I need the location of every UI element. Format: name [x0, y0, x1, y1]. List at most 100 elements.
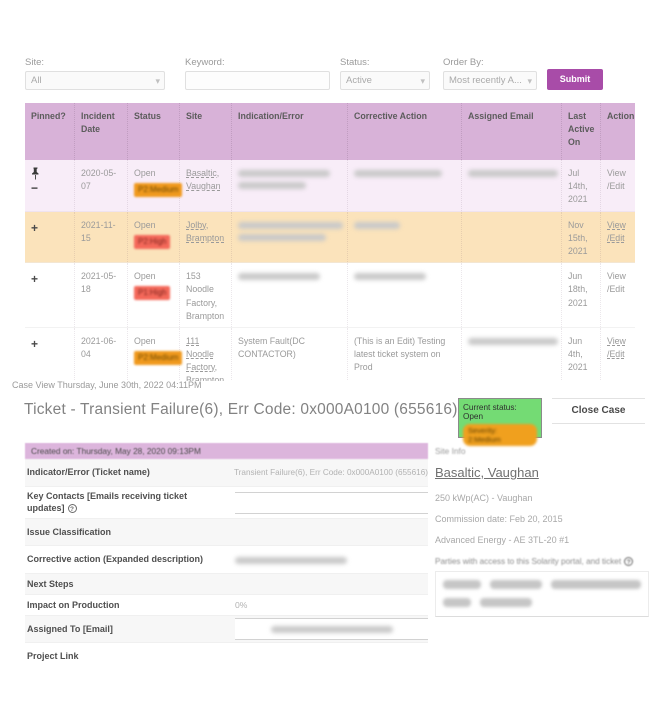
- header-last-active: Last Active On: [562, 103, 601, 160]
- corrective-text: (This is an Edit) Testing latest ticket …: [348, 327, 462, 381]
- pin-add-icon[interactable]: +: [31, 220, 39, 235]
- pushpin-icon[interactable]: [31, 167, 40, 182]
- indication-redacted: [232, 263, 348, 327]
- incident-date: 2020-05-07: [75, 160, 128, 211]
- created-on-bar: Created on: Thursday, May 28, 2020 09:13…: [25, 443, 428, 459]
- header-corrective: Corrective Action: [348, 103, 462, 160]
- unpin-icon[interactable]: −: [31, 181, 39, 196]
- last-active-date: Jul 14th, 2021: [562, 160, 601, 211]
- keyword-input[interactable]: [185, 71, 330, 90]
- form-row: Impact on Production 0%: [25, 595, 428, 617]
- last-active-date: Jun 18th, 2021: [562, 263, 601, 327]
- parties-access-label: Parties with access to this Solarity por…: [435, 557, 649, 567]
- site-filter-label: Site:: [25, 57, 45, 68]
- severity-badge: Severity: 2:Medium: [463, 424, 537, 446]
- indication-redacted: [232, 160, 348, 211]
- email-cell: [462, 211, 562, 263]
- chevron-down-icon: ▾: [155, 76, 160, 86]
- party-chip-redacted: [489, 580, 542, 590]
- site-filter-value: All: [31, 75, 42, 86]
- header-indication: Indication/Error: [232, 103, 348, 160]
- help-icon[interactable]: ?: [624, 557, 634, 567]
- site-name-link[interactable]: Basaltic, Vaughan: [435, 465, 539, 480]
- site-filter-select[interactable]: All ▾: [25, 71, 165, 90]
- form-row: Corrective action (Expanded description): [25, 546, 428, 575]
- field-label: Key Contacts [Emails receiving ticket up…: [27, 491, 188, 513]
- header-email: Assigned Email: [462, 103, 562, 160]
- severity-badge: P2:High: [134, 234, 171, 249]
- site-filter: Site: All ▾: [25, 57, 165, 90]
- pin-add-icon[interactable]: +: [31, 272, 39, 287]
- corrective-redacted: [348, 211, 462, 263]
- header-incident-date: Incident Date: [75, 103, 128, 160]
- status-text: Open: [134, 271, 156, 282]
- field-label: Assigned To [Email]: [27, 623, 113, 634]
- header-action: Action: [607, 111, 635, 121]
- status-filter-label: Status:: [340, 57, 370, 68]
- last-active-date: Nov 15th, 2021: [562, 211, 601, 263]
- field-label: Indicator/Error (Ticket name): [27, 466, 150, 477]
- parties-chips-box: [435, 571, 649, 618]
- help-icon[interactable]: ?: [67, 503, 77, 513]
- view-link[interactable]: View: [607, 335, 626, 346]
- edit-link[interactable]: /Edit: [607, 349, 625, 360]
- severity-badge: P1:High: [134, 286, 171, 301]
- view-link[interactable]: View: [607, 271, 626, 282]
- site-equipment: Advanced Energy - AE 3TL-20 #1: [435, 535, 570, 545]
- assigned-to-input[interactable]: [235, 618, 428, 641]
- table-row: − 2020-05-07 Open P2:Medium Basaltic, Va…: [25, 160, 635, 212]
- key-contacts-input[interactable]: [235, 491, 428, 514]
- site-link[interactable]: Jolby, Brampton: [186, 219, 225, 243]
- status-filter: Status: Active ▾: [340, 57, 430, 90]
- pin-add-icon[interactable]: +: [31, 336, 39, 351]
- tickets-table: Pinned? Incident Date Status Site Indica…: [25, 103, 635, 381]
- edit-link[interactable]: /Edit: [607, 284, 625, 295]
- submit-button[interactable]: Submit: [547, 69, 603, 90]
- order-filter-select[interactable]: Most recently A... ▾: [443, 71, 537, 90]
- close-case-button[interactable]: Close Case: [552, 398, 645, 424]
- view-link[interactable]: View: [607, 168, 626, 178]
- chevron-down-icon: ▾: [420, 76, 425, 86]
- impact-value: 0%: [235, 600, 248, 611]
- table-row: + 2021-06-04 Open P2:Medium 111 Noodle F…: [25, 327, 635, 381]
- site-capacity: 250 kWp(AC) - Vaughan: [435, 493, 533, 503]
- corrective-action-redacted: [235, 555, 428, 565]
- party-chip-redacted: [443, 580, 481, 590]
- header-status: Status: [128, 103, 180, 160]
- last-active-date: Jun 4th, 2021: [562, 327, 601, 381]
- party-chip-redacted: [551, 580, 641, 590]
- site-info-label: Site Info: [435, 446, 466, 456]
- table-row: + 2021-11-15 Open P2:High Jolby, Brampto…: [25, 211, 635, 264]
- order-filter-label: Order By:: [443, 57, 484, 68]
- header-pinned: Pinned?: [25, 103, 75, 160]
- site-link[interactable]: Basaltic, Vaughan: [186, 168, 221, 192]
- ticket-detail-form: Created on: Thursday, May 28, 2020 09:13…: [25, 443, 428, 670]
- current-status-box: Current status: Open Severity: 2:Medium: [458, 398, 542, 446]
- keyword-filter-label: Keyword:: [185, 57, 225, 68]
- severity-badge: P2:Medium: [134, 351, 183, 366]
- incident-date: 2021-05-18: [75, 263, 128, 327]
- edit-link[interactable]: /Edit: [607, 232, 625, 243]
- order-filter-value: Most recently A...: [449, 75, 522, 86]
- form-row: Assigned To [Email]: [25, 616, 428, 644]
- email-redacted: [462, 327, 562, 381]
- severity-badge: P2:Medium: [134, 183, 183, 198]
- site-link[interactable]: 111 Noodle Factory, Brampton: [186, 335, 225, 381]
- view-link[interactable]: View: [607, 219, 626, 230]
- incident-date: 2021-11-15: [75, 211, 128, 263]
- email-redacted: [462, 160, 562, 211]
- edit-link[interactable]: /Edit: [607, 181, 625, 192]
- status-text: Open: [134, 335, 156, 346]
- field-label: Next Steps: [27, 578, 74, 589]
- site-text[interactable]: 153 Noodle Factory, Brampton: [186, 271, 225, 321]
- order-filter: Order By: Most recently A... ▾: [443, 57, 537, 90]
- email-cell: [462, 263, 562, 327]
- table-header-row: Pinned? Incident Date Status Site Indica…: [25, 103, 635, 160]
- field-label: Project Link: [27, 651, 79, 662]
- indication-redacted: [232, 211, 348, 263]
- site-info-panel: Site Info Basaltic, Vaughan 250 kWp(AC) …: [435, 446, 649, 618]
- indication-text: System Fault(DC CONTACTOR): [232, 327, 348, 381]
- status-text: Open: [134, 219, 156, 230]
- status-filter-select[interactable]: Active ▾: [340, 71, 430, 90]
